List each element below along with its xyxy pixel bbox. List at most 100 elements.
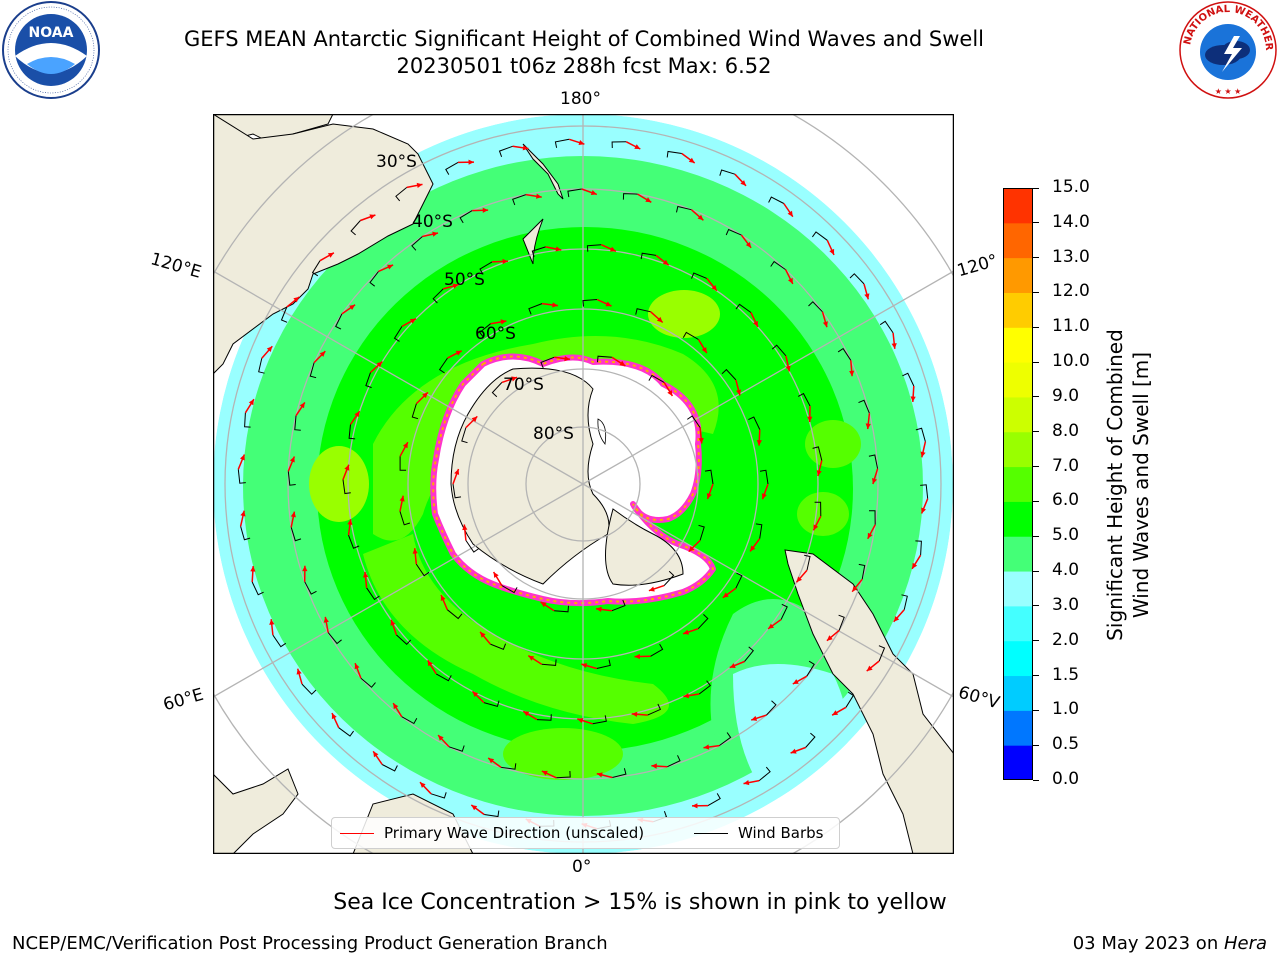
wind-barb [258,358,265,374]
wave-direction-arrowhead [667,390,673,396]
colorbar-tick-mark [1033,326,1039,328]
wave-direction-arrowhead [248,399,254,406]
colorbar-tick-mark [1033,779,1039,781]
wind-barb [501,585,518,594]
wave-direction-arrowhead [609,246,616,252]
wind-barb [804,554,811,571]
wind-barb [483,700,500,708]
wind-barb [586,244,602,252]
wind-barb [554,605,569,613]
colorbar-block [1003,640,1033,677]
wind-barb [838,614,845,631]
wind-barb [663,570,675,586]
wave-direction-arrowhead [293,296,300,303]
wind-barb [554,138,570,148]
wind-barb [452,483,462,499]
colorbar-block [1003,466,1033,502]
footer-date: 03 May 2023 on Hera [1073,933,1267,954]
wind-barb [849,273,865,285]
colorbar-tick-label: 11.0 [1052,316,1090,337]
wind-barb [814,501,822,517]
wave-direction-arrowhead [536,193,542,199]
svg-text:★ ★ ★: ★ ★ ★ [1215,87,1242,96]
wind-barb [611,141,627,149]
colorbar-tick-label: 10.0 [1052,351,1090,372]
colorbar-tick-label: 13.0 [1052,246,1090,267]
wind-barb [369,271,379,287]
wave-direction-arrowhead [393,703,399,710]
footer-host: Hera [1223,933,1267,954]
wind-barb [280,306,288,323]
wind-barb [360,677,376,688]
wave-direction-and-wind-barbs [237,138,929,830]
colorbar-block [1003,571,1033,607]
wind-barb [768,196,785,204]
wind-barb [719,732,732,747]
colorbar-tick-label: 7.0 [1052,455,1080,476]
wind-barb [393,326,403,342]
colorbar-title: Significant Height of Combined Wind Wave… [1102,329,1154,641]
wave-direction-arrowhead [796,576,802,583]
wave-direction-arrowhead [402,442,408,449]
wave-direction-arrowhead [266,346,273,352]
colorbar-block [1003,675,1033,711]
wave-direction-arrowhead [454,469,460,475]
wave-direction-arrowhead [792,679,799,684]
wave-direction-arrowhead [502,258,508,265]
wind-barb [771,344,787,357]
wave-direction-arrowhead [577,718,584,724]
lon-label-120w: 120° [955,250,1000,282]
colorbar-tick-label: 4.0 [1052,560,1080,581]
wind-barb [592,715,607,725]
colorbar-tick-mark [1033,187,1039,189]
wave-direction-arrowhead [488,758,495,764]
colorbar-tick-label: 12.0 [1052,281,1090,302]
wind-barb [335,313,343,330]
wind-barb [748,416,761,430]
colorbar-tick-mark [1033,744,1039,746]
wave-direction-arrowhead [422,392,428,399]
wave-direction-arrowhead [482,207,489,213]
wave-direction-arrowhead [302,565,308,572]
wind-barb [541,659,557,666]
wind-barb [479,261,493,275]
wind-barb [666,150,682,158]
wave-direction-arrowhead [471,416,478,423]
wind-barb [540,356,555,369]
wind-barb [244,412,251,428]
wind-barb [342,479,351,495]
wave-direction-arrowhead [323,616,329,623]
wave-direction-arrowhead [240,510,246,517]
wave-direction-arrowhead [596,606,602,612]
wind-barb [622,193,638,200]
colorbar-tick-mark [1033,222,1039,224]
wind-barb [582,299,598,307]
wave-direction-arrowhead [412,548,418,554]
colorbar-tick-label: 0.0 [1052,769,1080,789]
wind-barb [858,399,870,414]
wind-barb [365,372,372,389]
polar-map-canvas [212,113,955,855]
wave-direction-arrowhead [581,663,588,669]
wave-direction-arrowhead [634,144,641,149]
colorbar-tick-label: 1.0 [1052,699,1080,720]
wind-barb [879,320,894,334]
noaa-logo-graphic: NOAA [2,1,100,99]
wave-direction-arrowhead [420,782,426,788]
wind-barb [531,246,546,258]
wave-direction-arrowhead [645,197,652,203]
colorbar-tick-label: 5.0 [1052,525,1080,546]
wave-direction-arrowhead [480,631,486,638]
wave-direction-arrowhead [369,214,376,220]
wave-direction-arrowhead [736,389,742,396]
colorbar-tick-label: 8.0 [1052,420,1080,441]
wind-barb [348,424,356,440]
wave-direction-arrowhead [703,744,710,750]
wave-direction-arrowhead [410,318,416,324]
colorbar-block [1003,501,1033,537]
wind-barb [691,272,707,279]
wave-direction-arrowhead [387,264,394,270]
wind-barb [251,581,264,596]
wave-direction-arrowhead [756,440,762,446]
wind-barb [309,362,317,379]
